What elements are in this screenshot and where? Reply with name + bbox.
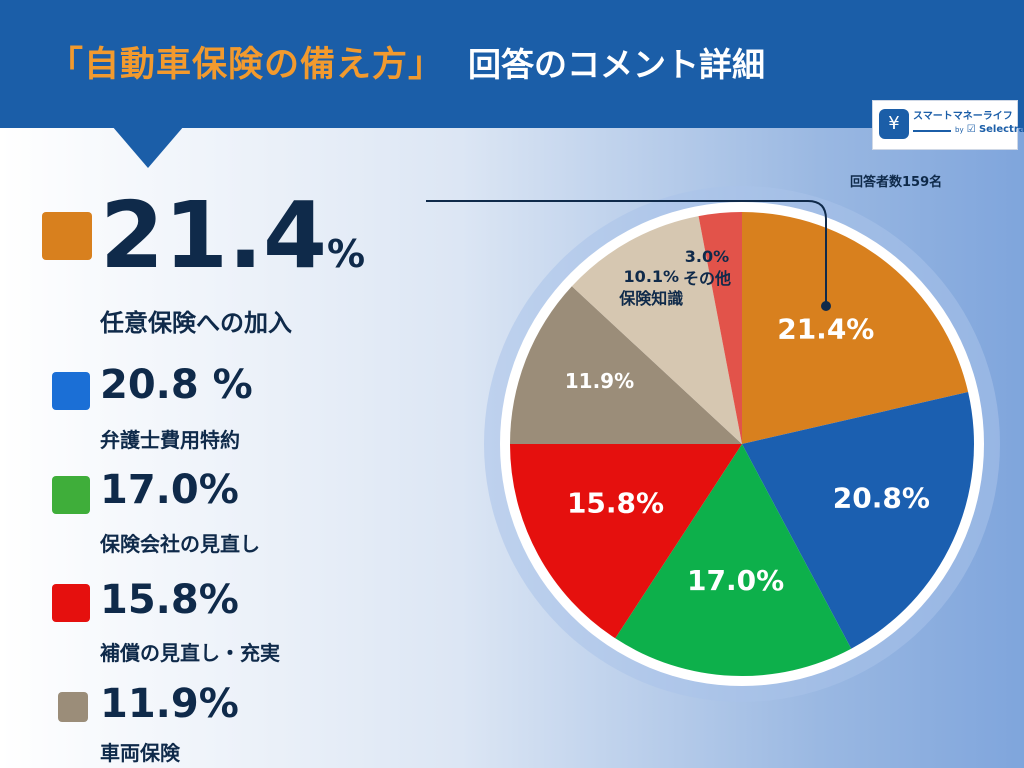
logo-brand-name: Selectra	[978, 124, 1024, 135]
pie-slice-4	[510, 444, 742, 639]
check-icon: ☑	[966, 124, 976, 135]
legend-value-2: 20.8 %	[100, 362, 253, 408]
legend-value-5: 11.9%	[100, 681, 239, 727]
legend-swatch-green	[52, 476, 90, 514]
pie-label-3: 17.0%	[687, 564, 784, 597]
legend-label-5: 車両保険	[100, 741, 180, 765]
legend-label-4: 補償の見直し・充実	[100, 641, 280, 665]
pie-labels: 21.4% 20.8% 17.0% 15.8% 11.9% 10.1% 保険知識 3.0% その…	[565, 247, 930, 597]
pie-label-7: 3.0%	[685, 247, 729, 266]
logo-by: by	[955, 126, 964, 134]
pie-name-6: 保険知識	[618, 289, 683, 308]
pie-label-2: 20.8%	[833, 481, 930, 514]
piggy-bank-icon: ¥	[879, 109, 909, 139]
legend-swatch-red	[52, 584, 90, 622]
logo-brand: by ☑ Selectra	[955, 124, 1024, 135]
header-banner: 「自動車保険の備え方」 回答のコメント詳細	[0, 0, 1024, 128]
legend-value-unit: %	[327, 232, 366, 276]
legend-label-2: 弁護士費用特約	[100, 428, 240, 452]
pie-slices	[510, 212, 974, 676]
pie-label-5: 11.9%	[565, 369, 634, 393]
legend-label-3: 保険会社の見直し	[100, 532, 260, 556]
pie-slice-1	[742, 212, 969, 444]
pie-slice-3	[615, 444, 852, 676]
callout-dot	[821, 301, 831, 311]
respondent-count: 回答者数159名	[850, 175, 943, 190]
logo-divider	[913, 130, 951, 132]
legend-value-number: 21.4	[100, 182, 327, 289]
title-accent: 「自動車保険の備え方」	[48, 45, 445, 85]
legend-swatch-orange	[42, 212, 92, 260]
page-title: 回答のコメント詳細	[468, 45, 765, 84]
pie-slice-7	[698, 212, 742, 444]
header-notch	[112, 126, 184, 168]
legend-value-3: 17.0%	[100, 467, 239, 513]
logo-name: スマートマネーライフ	[913, 111, 1013, 122]
pie-slice-5	[510, 286, 742, 444]
legend-value-1: 21.4%	[100, 190, 365, 282]
pie-label-6: 10.1%	[624, 267, 680, 286]
legend-swatch-taupe	[58, 692, 88, 722]
legend-value-4: 15.8%	[100, 577, 239, 623]
pie-label-4: 15.8%	[567, 487, 664, 520]
pie-slice-2	[742, 391, 974, 649]
legend-swatch-blue	[52, 372, 90, 410]
pie-name-7: その他	[683, 269, 731, 288]
callout-line	[426, 200, 827, 302]
brand-logo: ¥ スマートマネーライフ by ☑ Selectra	[872, 100, 1024, 150]
legend-label-1: 任意保険への加入	[100, 309, 292, 337]
pie-slice-6	[571, 216, 742, 444]
pie-label-1: 21.4%	[777, 313, 874, 346]
